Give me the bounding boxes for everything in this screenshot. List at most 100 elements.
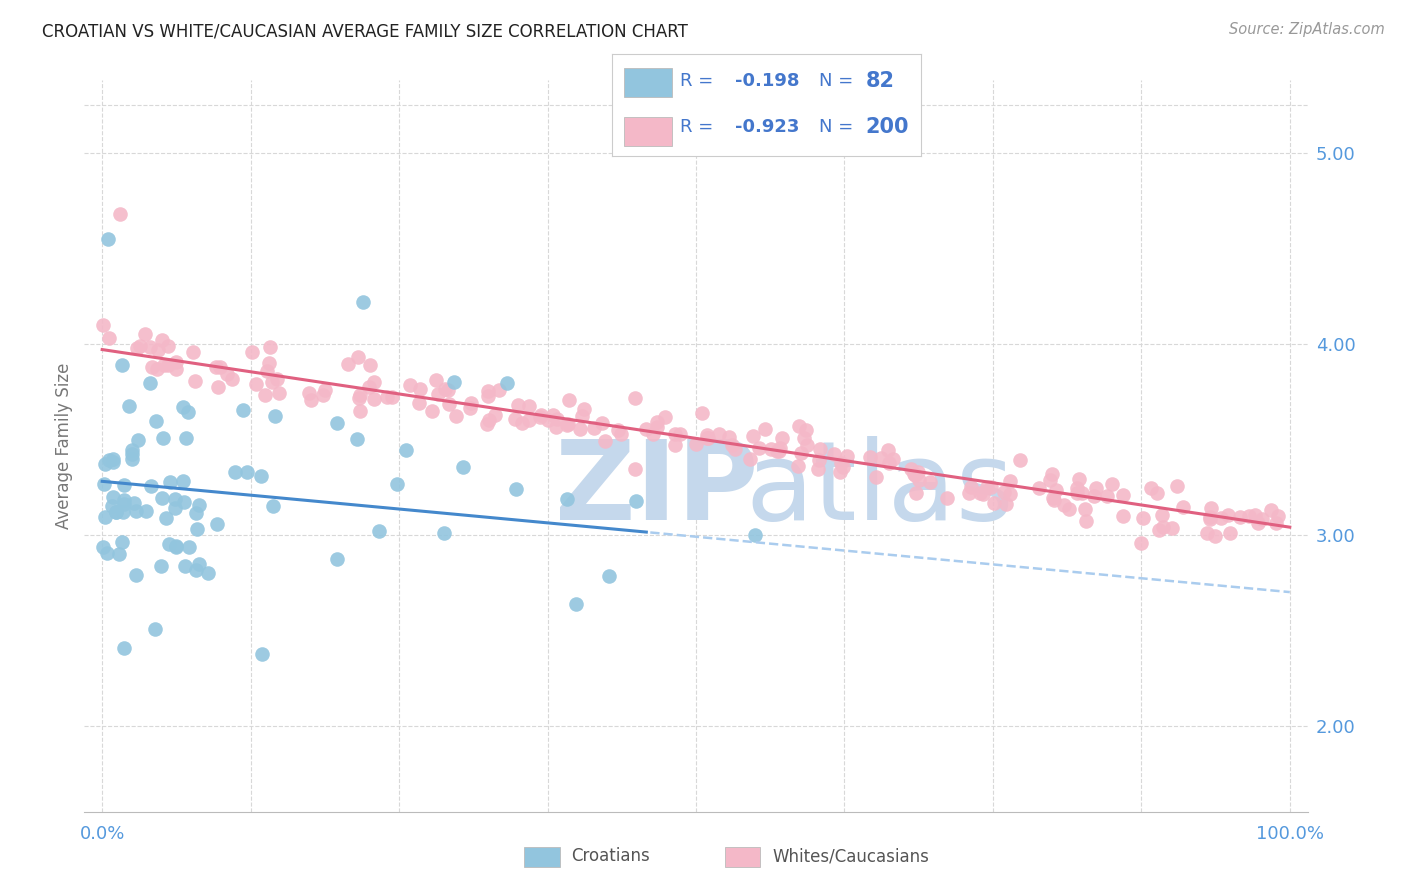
Point xyxy=(217,367,239,381)
Text: N =: N = xyxy=(818,72,853,90)
Point xyxy=(969,486,991,500)
Point xyxy=(97,232,120,246)
Point xyxy=(112,477,135,491)
Point xyxy=(108,207,131,221)
Point xyxy=(349,404,371,418)
Point xyxy=(1067,472,1090,486)
Point xyxy=(395,443,418,458)
Point xyxy=(1066,485,1088,500)
Point xyxy=(134,326,156,341)
Point xyxy=(398,378,420,392)
Point xyxy=(422,404,444,418)
Text: atlas: atlas xyxy=(745,436,1014,543)
Point xyxy=(159,475,181,489)
Point xyxy=(177,540,200,554)
Point xyxy=(135,504,157,518)
Point xyxy=(139,376,162,391)
Point xyxy=(905,485,928,500)
Point xyxy=(349,388,371,402)
Point xyxy=(101,491,124,505)
Point xyxy=(558,392,581,407)
Point xyxy=(1043,492,1066,507)
Point xyxy=(709,427,731,442)
Point xyxy=(1267,508,1289,523)
Point xyxy=(1045,483,1067,497)
Point xyxy=(697,431,720,445)
FancyBboxPatch shape xyxy=(725,847,761,867)
Point xyxy=(645,419,668,434)
Point xyxy=(150,333,173,347)
Point xyxy=(375,390,398,404)
Point xyxy=(1199,501,1222,516)
Point xyxy=(186,563,208,577)
Point xyxy=(882,452,904,467)
Point xyxy=(337,357,360,371)
Point xyxy=(112,641,135,656)
Point xyxy=(664,426,686,441)
Point xyxy=(654,409,676,424)
Point xyxy=(564,597,586,611)
Point xyxy=(495,376,517,390)
Point xyxy=(263,409,285,423)
Point xyxy=(433,382,456,396)
Text: CROATIAN VS WHITE/CAUCASIAN AVERAGE FAMILY SIZE CORRELATION CHART: CROATIAN VS WHITE/CAUCASIAN AVERAGE FAMI… xyxy=(42,22,688,40)
Point xyxy=(976,480,998,494)
Point xyxy=(299,392,322,407)
Point xyxy=(748,441,770,455)
Point xyxy=(609,426,631,441)
Point xyxy=(768,443,790,458)
FancyBboxPatch shape xyxy=(524,847,560,867)
Point xyxy=(770,431,793,445)
Text: -0.198: -0.198 xyxy=(735,72,800,90)
Point xyxy=(177,405,200,419)
Point xyxy=(623,392,645,406)
Point xyxy=(197,566,219,580)
Point xyxy=(103,452,125,467)
Point xyxy=(598,568,620,582)
Point xyxy=(208,359,231,374)
Point xyxy=(808,453,831,467)
Point xyxy=(298,386,321,401)
Point xyxy=(256,364,278,378)
Point xyxy=(900,462,922,476)
Point xyxy=(121,452,143,467)
Point xyxy=(907,465,929,479)
Point xyxy=(606,423,628,437)
Point xyxy=(439,397,461,411)
Point xyxy=(960,480,983,494)
Point xyxy=(156,339,179,353)
Point xyxy=(347,391,370,405)
Point xyxy=(517,413,540,427)
Point xyxy=(1216,508,1239,522)
Point xyxy=(124,503,146,517)
Point xyxy=(1101,477,1123,491)
Point xyxy=(765,443,787,458)
Point xyxy=(790,446,813,460)
Point xyxy=(835,449,858,463)
Point xyxy=(262,375,284,389)
Point xyxy=(91,540,114,554)
Point xyxy=(111,504,134,518)
Text: Whites/Caucasians: Whites/Caucasians xyxy=(772,847,929,865)
Text: 82: 82 xyxy=(865,71,894,91)
Point xyxy=(426,387,449,401)
Point xyxy=(437,383,460,397)
Point xyxy=(1028,481,1050,495)
Point xyxy=(111,359,134,373)
Point xyxy=(879,456,901,470)
Point xyxy=(787,419,810,434)
Point xyxy=(690,406,713,420)
Point xyxy=(503,412,526,426)
Text: ZIP: ZIP xyxy=(555,436,759,543)
Point xyxy=(152,431,174,445)
Point xyxy=(408,396,430,410)
Point xyxy=(1040,467,1063,482)
Point xyxy=(252,647,274,661)
Point xyxy=(359,358,381,372)
Point xyxy=(184,374,207,388)
Point xyxy=(236,465,259,479)
Point xyxy=(184,507,207,521)
Point xyxy=(122,496,145,510)
Point xyxy=(460,396,482,410)
Point xyxy=(557,417,579,432)
